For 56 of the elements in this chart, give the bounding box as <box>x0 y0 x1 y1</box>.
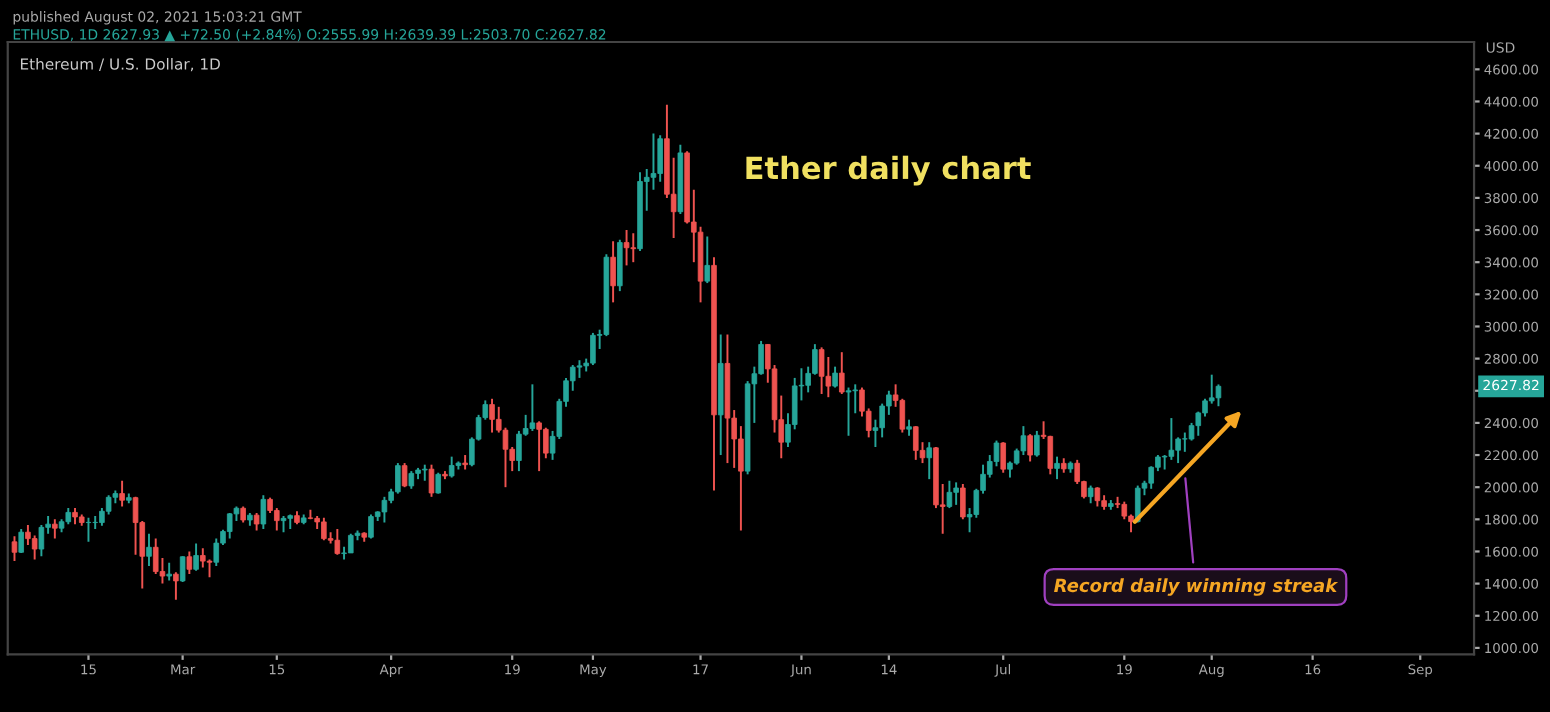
candlestick <box>617 238 623 293</box>
candlestick <box>536 420 542 473</box>
candlestick <box>173 571 179 601</box>
candlestick <box>38 523 45 558</box>
candlestick <box>18 528 24 555</box>
annotation: Ether daily chart <box>746 155 1031 186</box>
candlestick <box>610 240 616 304</box>
candlestick <box>395 462 401 495</box>
candlestick <box>200 547 206 569</box>
candlestick <box>657 134 663 183</box>
candlestick <box>428 463 435 498</box>
candlestick <box>839 351 845 395</box>
candlestick <box>186 550 193 575</box>
candlestick <box>1215 383 1222 408</box>
candlestick <box>704 235 711 285</box>
candlestick <box>623 229 630 267</box>
candlestick <box>11 535 18 563</box>
candlestick <box>321 516 327 542</box>
candlestick <box>92 515 98 530</box>
candlestick <box>845 386 852 437</box>
candlestick <box>1000 441 1006 474</box>
candlestick <box>1020 425 1027 457</box>
candlestick <box>489 397 495 434</box>
candlestick <box>926 441 933 481</box>
candlestick <box>818 346 825 395</box>
candlestick <box>960 483 966 521</box>
candlestick <box>1034 429 1040 458</box>
candlestick <box>946 479 953 510</box>
candlestick <box>146 532 152 567</box>
candlestick <box>401 462 408 489</box>
candlestick <box>630 232 637 264</box>
candlestick <box>832 365 838 389</box>
candlestick <box>226 511 233 540</box>
candlestick <box>381 495 388 524</box>
candlestick <box>1182 431 1188 453</box>
candlestick <box>193 542 199 572</box>
candlestick <box>348 532 354 555</box>
candlestick <box>1094 486 1101 508</box>
candlestick <box>213 537 220 567</box>
candlestick <box>435 471 441 495</box>
candlestick <box>334 528 341 556</box>
candlestick <box>260 494 267 530</box>
candlestick <box>1027 433 1033 463</box>
candlestick <box>590 331 596 367</box>
candlestick <box>913 425 919 461</box>
candlestick <box>448 455 455 479</box>
candlestick <box>368 513 374 540</box>
candlestick <box>85 516 92 543</box>
candlestick <box>52 518 58 540</box>
candlestick <box>529 383 536 432</box>
candlestick <box>422 463 428 482</box>
annotation: Record daily winning streak <box>1054 578 1339 596</box>
candlestick <box>1054 455 1060 481</box>
candlestick <box>119 479 125 508</box>
candlestick <box>953 481 959 506</box>
candlestick <box>179 555 186 583</box>
